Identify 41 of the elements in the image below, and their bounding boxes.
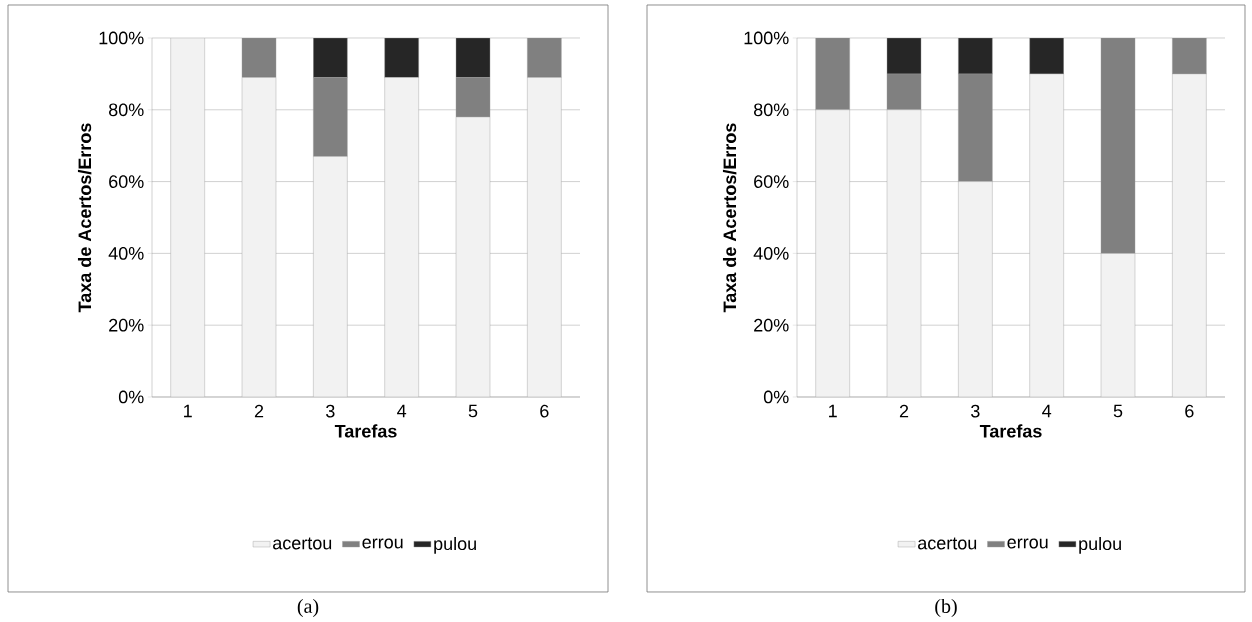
y-axis-title: Taxa de Acertos/Erros	[722, 123, 737, 313]
legend-label: acertou	[273, 537, 332, 550]
y-tick-label: 40%	[753, 247, 789, 260]
x-tick-label: 6	[540, 404, 549, 418]
x-tick-label: 4	[397, 404, 407, 418]
x-axis-title: Tarefas	[979, 424, 1042, 438]
y-tick-label: 80%	[754, 103, 789, 117]
x-tick-label: 3	[326, 404, 335, 418]
bar	[313, 77, 348, 157]
x-tick-label: 1	[184, 404, 192, 418]
y-tick-label: 100%	[744, 31, 789, 45]
x-tick-label: 2	[254, 404, 264, 418]
text: (b)	[935, 598, 957, 618]
y-tick-label: 0%	[118, 390, 144, 404]
legend-label: errou	[1007, 538, 1048, 549]
bar	[170, 37, 205, 397]
x-axis-title: Tarefas	[334, 424, 397, 438]
legend-label: pulou	[1079, 536, 1121, 554]
legend-label: pulou	[434, 536, 476, 554]
x-tick-label: 4	[1042, 404, 1052, 418]
legend-label: acertou	[918, 537, 977, 550]
legend-label: errou	[362, 538, 403, 549]
y-tick-label: 80%	[108, 103, 144, 117]
bar	[455, 77, 491, 118]
x-tick-label: 5	[1113, 404, 1123, 418]
y-tick-label: 40%	[108, 247, 144, 260]
y-axis-title: Taxa de Acertos/Erros	[77, 123, 92, 313]
text: (a)	[297, 598, 319, 618]
y-tick-label: 20%	[109, 318, 144, 332]
y-tick-label: 0%	[763, 390, 789, 404]
x-tick-label: 3	[971, 404, 980, 418]
y-tick-label: 100%	[99, 31, 144, 45]
x-tick-label: 2	[899, 404, 909, 418]
x-tick-label: 6	[1185, 404, 1194, 418]
y-tick-label: 60%	[109, 175, 144, 188]
bar	[1029, 37, 1064, 75]
y-tick-label: 20%	[754, 318, 789, 332]
x-tick-label: 1	[829, 404, 837, 418]
bar	[958, 37, 993, 75]
y-tick-label: 60%	[754, 175, 789, 188]
x-tick-label: 5	[468, 404, 478, 418]
